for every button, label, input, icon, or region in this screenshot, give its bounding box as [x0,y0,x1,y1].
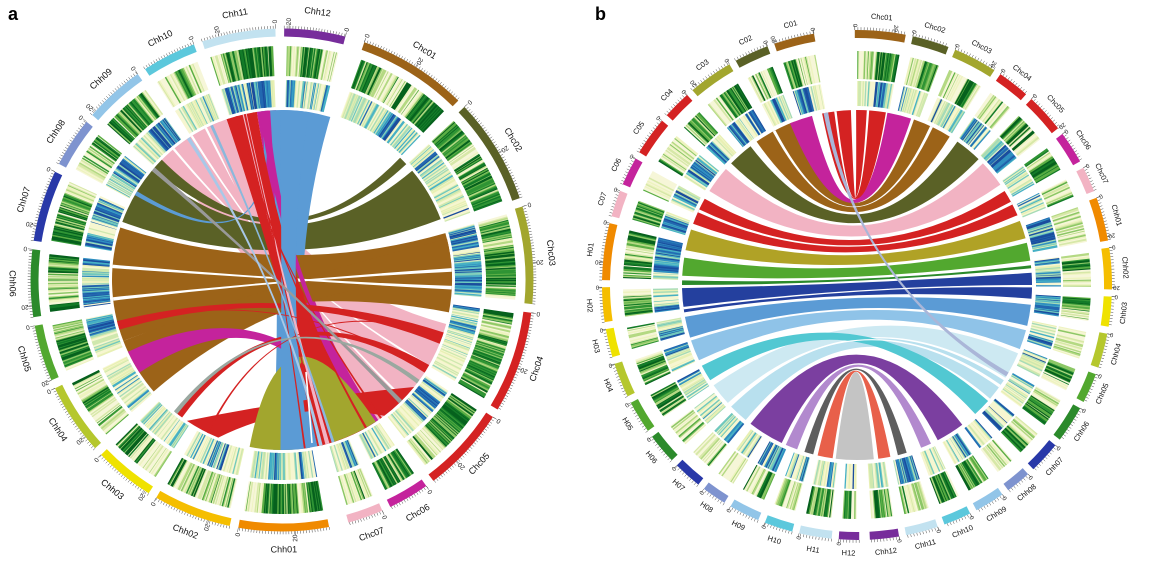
svg-text:0: 0 [25,323,30,331]
svg-text:H01: H01 [585,242,596,257]
svg-text:0: 0 [130,64,138,71]
svg-text:0: 0 [628,152,634,159]
svg-text:0: 0 [655,113,662,120]
svg-text:Chh01: Chh01 [271,544,298,554]
svg-text:0: 0 [681,87,688,94]
svg-text:20: 20 [136,492,146,502]
svg-text:20: 20 [21,303,29,311]
svg-text:0: 0 [1081,406,1087,413]
svg-text:0: 0 [23,245,28,252]
svg-text:0: 0 [602,218,607,225]
svg-text:Chh12: Chh12 [874,546,897,557]
svg-text:0: 0 [759,524,766,530]
svg-text:Chc01: Chc01 [871,12,893,23]
svg-text:Chc03: Chc03 [545,239,558,266]
svg-text:20: 20 [988,59,997,68]
svg-text:20: 20 [40,378,50,387]
svg-text:0: 0 [644,435,651,442]
svg-text:20: 20 [1107,231,1115,238]
svg-text:Chh12: Chh12 [304,5,332,18]
svg-text:20: 20 [202,523,211,532]
svg-text:0: 0 [1111,243,1116,250]
svg-text:Chh06: Chh06 [7,270,17,297]
svg-text:H10: H10 [766,534,782,547]
svg-text:0: 0 [272,19,279,23]
svg-text:20: 20 [594,258,602,265]
svg-text:0: 0 [999,67,1006,74]
svg-text:20: 20 [519,366,529,375]
svg-text:20: 20 [292,534,299,542]
svg-text:20: 20 [25,220,34,228]
svg-text:20: 20 [499,144,509,154]
svg-text:H12: H12 [841,548,855,557]
svg-text:0: 0 [148,500,156,507]
svg-text:0: 0 [598,326,603,333]
svg-text:b: b [595,4,606,24]
svg-text:Chh11: Chh11 [221,6,248,20]
svg-text:0: 0 [953,43,960,49]
svg-text:0: 0 [362,33,370,39]
svg-text:20: 20 [1112,284,1119,290]
svg-text:0: 0 [669,465,676,472]
svg-text:0: 0 [536,310,541,317]
svg-text:20: 20 [770,34,778,43]
svg-text:0: 0 [613,185,619,192]
svg-text:0: 0 [1114,293,1118,299]
svg-text:H03: H03 [590,338,602,353]
svg-text:0: 0 [1097,192,1103,199]
svg-text:0: 0 [763,39,770,45]
svg-text:0: 0 [1084,162,1090,169]
svg-text:0: 0 [811,26,818,31]
svg-text:0: 0 [495,416,502,424]
svg-text:20: 20 [213,25,222,34]
svg-text:0: 0 [344,27,352,33]
svg-text:0: 0 [851,24,857,28]
svg-text:0: 0 [188,35,196,41]
svg-text:0: 0 [724,507,731,513]
svg-text:0: 0 [45,164,52,172]
svg-text:0: 0 [607,361,613,368]
svg-text:0: 0 [969,514,976,520]
svg-text:0: 0 [92,456,100,464]
svg-text:H02: H02 [585,298,595,312]
svg-text:0: 0 [595,284,599,290]
svg-text:20: 20 [536,258,544,266]
svg-text:20: 20 [689,78,698,87]
svg-text:0: 0 [233,532,241,537]
svg-text:C07: C07 [596,191,609,207]
svg-text:20: 20 [74,436,84,446]
svg-text:0: 0 [794,535,801,540]
svg-text:0: 0 [45,387,52,395]
svg-text:0: 0 [623,401,629,408]
svg-text:0: 0 [897,538,904,543]
svg-text:20: 20 [85,102,95,112]
svg-text:0: 0 [77,113,85,121]
svg-text:0: 0 [1056,444,1063,451]
svg-text:0: 0 [936,528,943,534]
svg-text:C01: C01 [783,18,799,30]
svg-text:0: 0 [1062,127,1069,134]
svg-text:0: 0 [465,98,473,106]
svg-text:0: 0 [1097,372,1103,379]
svg-text:0: 0 [426,488,434,495]
svg-text:20: 20 [414,56,424,66]
svg-text:0: 0 [910,29,917,34]
svg-text:0: 0 [1028,473,1035,480]
svg-text:20: 20 [891,25,898,33]
svg-text:0: 0 [697,489,704,496]
svg-text:20: 20 [456,460,466,470]
svg-text:Chh02: Chh02 [1120,256,1130,279]
svg-text:a: a [8,4,19,24]
svg-text:0: 0 [381,514,389,520]
svg-text:20: 20 [286,18,293,26]
svg-text:0: 0 [835,542,841,546]
svg-text:0: 0 [526,200,532,208]
svg-text:20: 20 [1057,121,1066,130]
svg-text:0: 0 [1030,92,1037,99]
svg-text:0: 0 [1109,331,1114,338]
svg-text:0: 0 [724,56,731,62]
svg-text:H11: H11 [806,544,820,555]
svg-text:0: 0 [1002,494,1009,501]
svg-text:Chh03: Chh03 [1118,302,1129,325]
